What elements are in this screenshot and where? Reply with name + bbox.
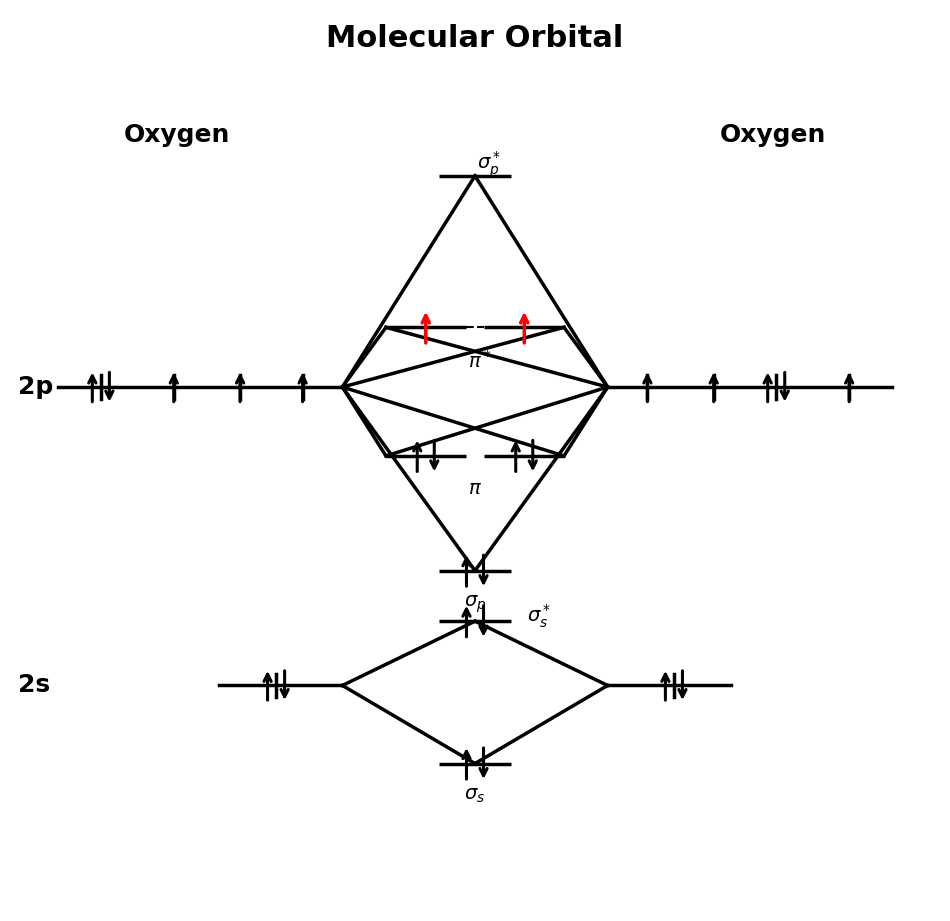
Text: $\sigma_s$: $\sigma_s$	[465, 787, 485, 806]
Text: Oxygen: Oxygen	[720, 122, 826, 146]
Text: $\sigma_p$: $\sigma_p$	[464, 594, 486, 615]
Text: $\sigma_p^*$: $\sigma_p^*$	[477, 150, 502, 181]
Text: $\sigma_s^*$: $\sigma_s^*$	[527, 603, 551, 630]
Text: Oxygen: Oxygen	[124, 122, 230, 146]
Text: $\pi$: $\pi$	[468, 479, 482, 498]
Text: $\pi^*$: $\pi^*$	[468, 350, 491, 372]
Text: 2s: 2s	[18, 673, 50, 697]
Text: Molecular Orbital: Molecular Orbital	[326, 24, 624, 53]
Text: 2p: 2p	[18, 375, 54, 399]
